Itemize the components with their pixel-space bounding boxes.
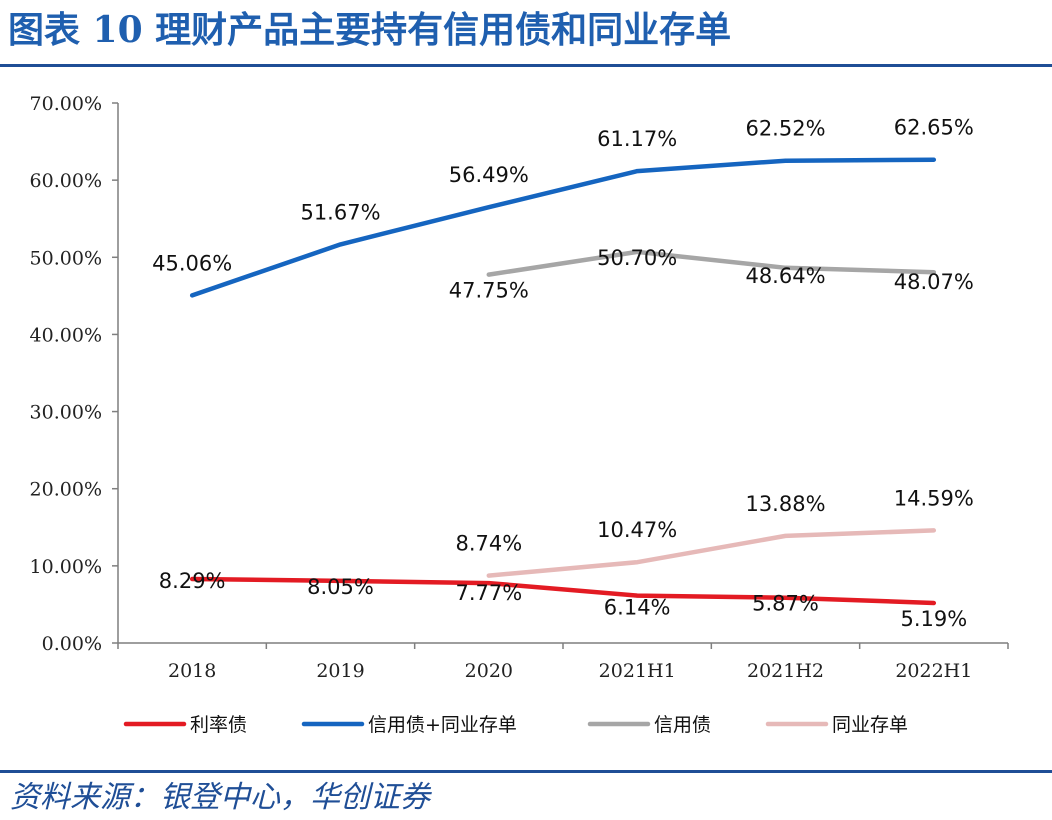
- legend-label: 同业存单: [832, 714, 908, 736]
- data-label: 45.06%: [152, 251, 232, 275]
- data-label: 5.87%: [752, 592, 819, 616]
- x-tick-label: 2022H1: [895, 660, 972, 682]
- data-label: 51.67%: [300, 200, 380, 224]
- data-label: 13.88%: [745, 492, 825, 516]
- data-label: 62.65%: [894, 116, 974, 140]
- data-label: 48.64%: [745, 264, 825, 288]
- line-chart: 0.00% 10.00% 20.00% 30.00% 40.00% 50.00% 60.00…: [30, 93, 1009, 736]
- series-line-3: [486, 528, 937, 578]
- y-tick-label: 70.00%: [30, 93, 102, 115]
- source-note: 资料来源：银登中心，华创证券: [10, 780, 430, 815]
- source-divider: [0, 770, 1052, 773]
- title-divider: [0, 64, 1052, 67]
- x-tick-label: 2020: [465, 660, 513, 682]
- data-label: 10.47%: [597, 518, 677, 542]
- legend-label: 信用债+同业存单: [368, 714, 517, 736]
- series-line-1: [189, 157, 937, 298]
- data-label: 50.70%: [597, 246, 677, 270]
- legend-label: 利率债: [190, 714, 247, 736]
- data-label: 56.49%: [449, 163, 529, 187]
- data-label: 14.59%: [894, 486, 974, 510]
- y-tick-label: 60.00%: [30, 170, 102, 192]
- data-labels: 8.29% 8.05% 7.77% 6.14% 5.87% 5.19% 45.06% 51.6…: [152, 116, 974, 631]
- chart-legend: 利率债 信用债+同业存单 信用债 同业存单: [123, 714, 908, 736]
- data-label: 5.19%: [900, 607, 967, 631]
- y-tick-label: 10.00%: [30, 556, 102, 578]
- series-line-0: [189, 576, 937, 606]
- y-tick-label: 30.00%: [30, 402, 102, 424]
- chart-axes: 0.00% 10.00% 20.00% 30.00% 40.00% 50.00% 60.00…: [30, 93, 1009, 682]
- series-line-2: [486, 249, 937, 277]
- y-tick-label: 50.00%: [30, 247, 102, 269]
- y-tick-label: 20.00%: [30, 479, 102, 501]
- x-tick-label: 2019: [316, 660, 364, 682]
- data-label: 61.17%: [597, 127, 677, 151]
- data-label: 62.52%: [745, 117, 825, 141]
- data-label: 6.14%: [604, 596, 671, 620]
- data-label: 8.29%: [159, 569, 226, 593]
- data-label: 8.74%: [455, 532, 522, 556]
- y-tick-label: 40.00%: [30, 324, 102, 346]
- data-label: 7.77%: [455, 581, 522, 605]
- series-lines: [189, 157, 937, 606]
- x-tick-label: 2021H1: [599, 660, 676, 682]
- data-label: 8.05%: [307, 575, 374, 599]
- figure-title: 图表 10 理财产品主要持有信用债和同业存单: [8, 9, 732, 51]
- data-label: 48.07%: [894, 270, 974, 294]
- x-tick-label: 2021H2: [747, 660, 824, 682]
- x-tick-label: 2018: [168, 660, 216, 682]
- legend-label: 信用债: [654, 714, 711, 736]
- y-tick-label: 0.00%: [42, 633, 102, 655]
- data-label: 47.75%: [449, 279, 529, 303]
